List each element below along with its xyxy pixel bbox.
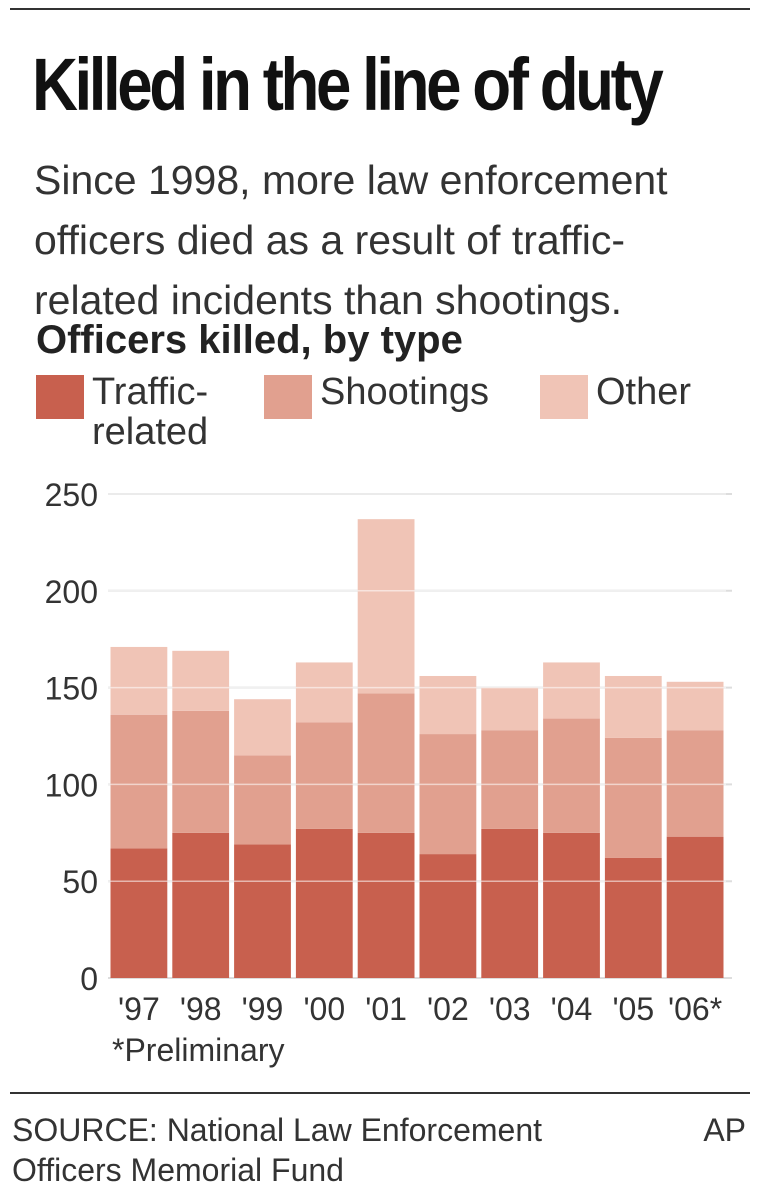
stacked-bar-chart: 0 50 100 150 200 250 '97 '98 '99 '00 '01 '02 '03 '04 '… — [45, 477, 732, 1027]
bar-shootings-5 — [419, 734, 477, 855]
bar-other-9 — [666, 681, 724, 731]
bar-shootings-9 — [666, 730, 724, 837]
source-note: SOURCE: National Law Enforcement Officer… — [12, 1112, 542, 1188]
credit: AP — [703, 1112, 746, 1148]
y-tick-label-150: 150 — [45, 671, 98, 707]
y-tick-label-250: 250 — [45, 477, 98, 513]
bar-traffic-1 — [172, 832, 230, 978]
x-tick-label-1: '98 — [180, 991, 222, 1027]
bar-traffic-7 — [543, 832, 600, 978]
bar-shootings-3 — [295, 722, 353, 829]
x-tick-label-5: '02 — [427, 991, 469, 1027]
bar-other-3 — [295, 662, 353, 723]
bar-other-8 — [604, 675, 662, 738]
bottom-rule — [10, 1092, 750, 1094]
bar-other-7 — [543, 662, 600, 719]
bar-other-0 — [110, 646, 168, 715]
footnote: *Preliminary — [112, 1032, 285, 1068]
chart-title: Killed in the line of duty — [32, 43, 664, 126]
bar-other-5 — [419, 675, 477, 735]
chart-heading: Officers killed, by type — [36, 318, 463, 362]
bar-shootings-7 — [543, 718, 600, 833]
bar-shootings-2 — [234, 755, 291, 845]
bar-shootings-0 — [110, 714, 168, 849]
chart-subtitle: Since 1998, more law enforcement officer… — [34, 157, 668, 323]
legend-label-shootings: Shootings — [320, 371, 490, 413]
bar-traffic-0 — [110, 848, 168, 978]
legend-label-traffic: Traffic-related — [92, 371, 209, 453]
bar-other-2 — [234, 699, 291, 756]
bar-traffic-3 — [295, 828, 353, 978]
bar-traffic-6 — [481, 828, 539, 978]
x-tick-label-3: '00 — [303, 991, 345, 1027]
bar-other-4 — [357, 519, 415, 694]
bar-traffic-8 — [604, 857, 662, 978]
x-tick-label-0: '97 — [118, 991, 160, 1027]
bar-traffic-5 — [419, 854, 477, 978]
legend-swatch-traffic — [36, 375, 84, 419]
x-tick-label-7: '04 — [551, 991, 593, 1027]
x-tick-label-8: '05 — [612, 991, 654, 1027]
bar-shootings-8 — [604, 737, 662, 858]
bar-traffic-2 — [234, 844, 291, 978]
bar-traffic-4 — [357, 832, 415, 978]
y-tick-label-200: 200 — [45, 574, 98, 610]
bar-other-6 — [481, 687, 539, 731]
x-tick-label-4: '01 — [365, 991, 407, 1027]
x-tick-label-6: '03 — [489, 991, 531, 1027]
top-rule — [10, 8, 750, 10]
y-tick-label-100: 100 — [45, 767, 98, 803]
legend-swatch-other — [540, 375, 588, 419]
x-tick-label-2: '99 — [242, 991, 284, 1027]
bar-shootings-6 — [481, 730, 539, 829]
bar-shootings-4 — [357, 693, 415, 833]
y-tick-label-0: 0 — [80, 961, 98, 997]
bar-traffic-9 — [666, 836, 724, 978]
y-tick-label-50: 50 — [62, 864, 98, 900]
bar-shootings-1 — [172, 710, 230, 833]
x-tick-label-9: '06* — [668, 991, 722, 1027]
legend-swatch-shootings — [264, 375, 312, 419]
bar-other-1 — [172, 650, 230, 711]
legend-label-other: Other — [596, 371, 692, 413]
